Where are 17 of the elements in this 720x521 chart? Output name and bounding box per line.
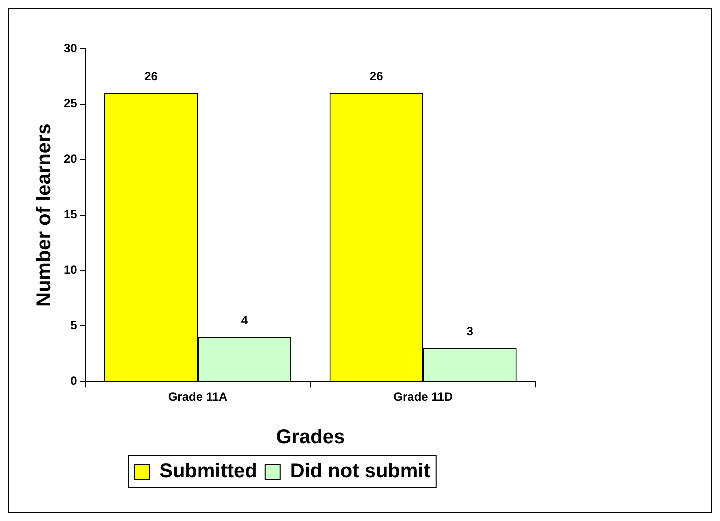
y-tick-label: 5	[70, 318, 78, 332]
x-axis-title: Grades	[276, 426, 346, 449]
y-tick-label: 25	[64, 96, 78, 111]
data-label: 26	[370, 70, 384, 84]
data-label: 3	[466, 324, 474, 339]
data-label: 26	[144, 70, 158, 84]
y-axis-title: Number of learners	[34, 124, 56, 307]
y-tick-label: 20	[64, 152, 78, 166]
data-label: 4	[241, 314, 248, 328]
x-tick-label: Grade 11D	[394, 390, 454, 404]
y-tick-label: 10	[64, 263, 78, 278]
y-tick-label: 15	[64, 208, 78, 222]
legend-label: Submitted	[160, 460, 258, 483]
x-tick-label: Grade 11A	[168, 390, 228, 404]
legend-label: Did not submit	[290, 460, 431, 483]
y-tick-label: 0	[70, 374, 78, 388]
y-tick-label: 30	[64, 41, 78, 56]
